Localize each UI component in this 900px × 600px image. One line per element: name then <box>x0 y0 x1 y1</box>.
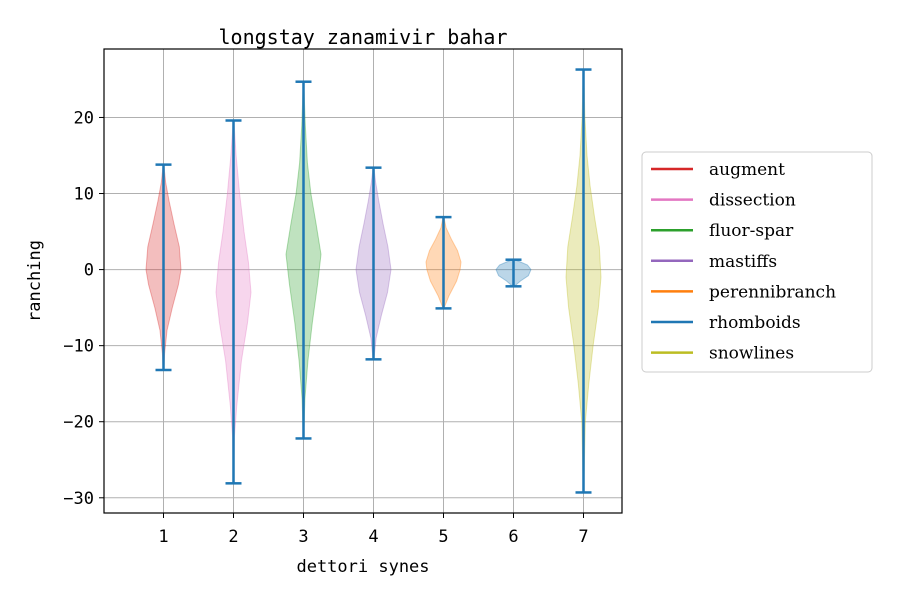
y-tick-label: −10 <box>63 337 94 357</box>
x-tick-label: 4 <box>368 527 378 547</box>
plot-frame <box>103 48 623 514</box>
x-tick-label: 1 <box>158 527 168 547</box>
y-tick-label: −30 <box>63 489 94 509</box>
x-tick-label: 2 <box>228 527 238 547</box>
y-tick-label: −20 <box>63 413 94 433</box>
y-tick-label: 10 <box>74 185 94 205</box>
x-tick-label: 6 <box>508 527 518 547</box>
legend-label-dissection: dissection <box>709 191 796 211</box>
extrema-bars <box>155 68 592 494</box>
legend-label-fluor-spar: fluor-spar <box>709 221 794 241</box>
chart-title: longstay zanamivir bahar <box>219 25 508 49</box>
legend-box <box>641 151 873 373</box>
x-tick-label: 5 <box>438 527 448 547</box>
legend-label-rhomboids: rhomboids <box>709 313 801 333</box>
y-tick-label: 20 <box>74 108 94 128</box>
x-tick-label: 3 <box>298 527 308 547</box>
legend-label-mastiffs: mastiffs <box>709 252 777 272</box>
legend-label-snowlines: snowlines <box>709 344 794 364</box>
x-tick-label: 7 <box>578 527 588 547</box>
y-axis-label: ranching <box>25 240 45 322</box>
legend-label-perennibranch: perennibranch <box>709 282 836 302</box>
x-axis-ticks: 1 2 3 4 5 6 7 <box>158 513 589 547</box>
y-axis-ticks: −30 −20 −10 0 10 20 <box>63 108 104 509</box>
legend-label-augment: augment <box>709 160 785 180</box>
legend: augment dissection fluor-spar mastiffs peren… <box>641 151 873 373</box>
y-tick-label: 0 <box>84 261 94 281</box>
x-axis-label: dettori synes <box>296 557 429 577</box>
